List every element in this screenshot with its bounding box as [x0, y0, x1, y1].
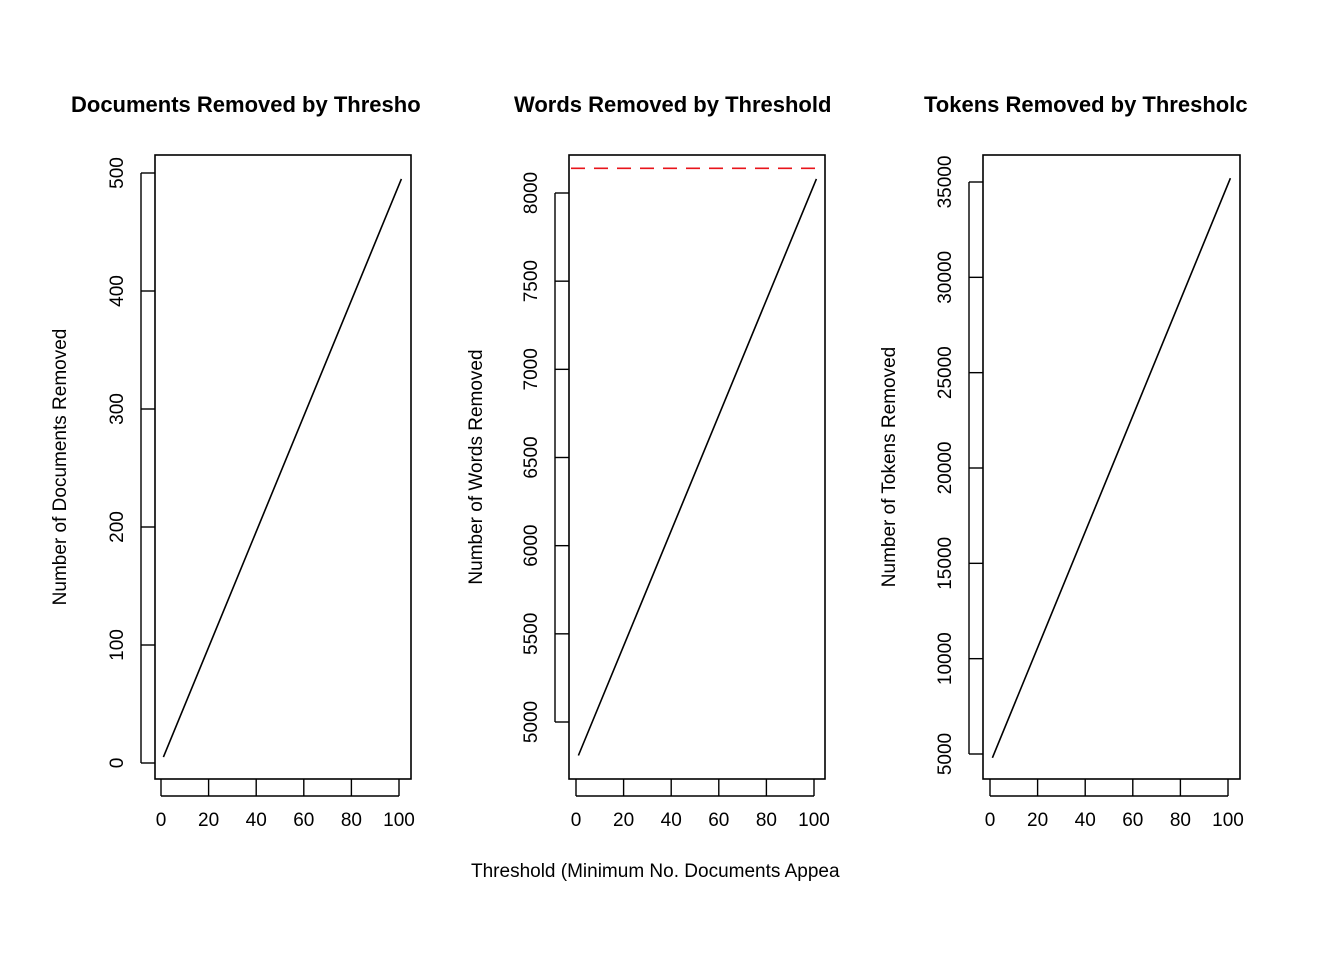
panel-1: Documents Removed by Thresho 0 20 40 60 80 100… [50, 92, 421, 831]
x-tick-label: 20 [198, 810, 219, 831]
y-tick-label: 30000 [935, 251, 956, 304]
x-tick-label: 100 [383, 810, 415, 831]
x-axis-label: Threshold (Minimum No. Documents Appea [471, 861, 840, 882]
y-tick-label: 6500 [521, 436, 542, 478]
y-axis: 5000 5500 6000 6500 7000 7500 8000 [521, 172, 569, 743]
y-tick-label: 500 [107, 157, 128, 189]
chart-title: Words Removed by Threshold [514, 92, 831, 117]
y-tick-label: 35000 [935, 156, 956, 209]
x-tick-label: 60 [1122, 810, 1143, 831]
series-line [162, 178, 403, 758]
x-tick-label: 20 [613, 810, 634, 831]
x-tick-label: 20 [1027, 810, 1048, 831]
chart-title: Documents Removed by Thresho [71, 92, 421, 117]
plot-frame [154, 154, 412, 780]
y-tick-label: 6000 [521, 525, 542, 567]
y-tick-label: 20000 [935, 442, 956, 495]
panel-2: Words Removed by Threshold 0 20 40 60 80 100 50… [466, 92, 840, 882]
x-tick-label: 80 [756, 810, 777, 831]
y-tick-label: 25000 [935, 346, 956, 399]
y-tick-label: 5000 [521, 701, 542, 743]
x-tick-label: 80 [1170, 810, 1191, 831]
x-tick-label: 0 [985, 810, 996, 831]
x-tick-label: 40 [661, 810, 682, 831]
y-tick-label: 300 [107, 393, 128, 425]
y-axis: 0 100 200 300 400 500 [107, 157, 155, 768]
plot-frame [982, 154, 1241, 780]
y-axis: 5000 10000 15000 20000 25000 30000 35000 [935, 156, 983, 775]
y-tick-label: 5000 [935, 733, 956, 775]
y-axis-label: Number of Words Removed [466, 349, 487, 584]
x-tick-label: 40 [246, 810, 267, 831]
y-tick-label: 8000 [521, 172, 542, 214]
y-tick-label: 7500 [521, 260, 542, 302]
x-tick-label: 100 [798, 810, 830, 831]
x-axis: 0 20 40 60 80 100 [985, 779, 1244, 831]
y-tick-label: 7000 [521, 348, 542, 390]
x-tick-label: 80 [341, 810, 362, 831]
y-tick-label: 10000 [935, 632, 956, 685]
y-tick-label: 15000 [935, 537, 956, 590]
y-tick-label: 200 [107, 511, 128, 543]
plot-frame [568, 154, 826, 780]
chart-title: Tokens Removed by Thresholc [924, 92, 1248, 117]
y-axis-label: Number of Documents Removed [50, 329, 71, 606]
series-line [991, 177, 1232, 759]
y-tick-label: 100 [107, 629, 128, 661]
x-tick-label: 0 [571, 810, 582, 831]
y-tick-label: 5500 [521, 613, 542, 655]
y-tick-label: 400 [107, 275, 128, 307]
y-tick-label: 0 [107, 758, 128, 769]
x-tick-label: 0 [156, 810, 167, 831]
x-tick-label: 60 [708, 810, 729, 831]
x-tick-label: 60 [293, 810, 314, 831]
series-line [577, 178, 818, 756]
panel-3: Tokens Removed by Thresholc 0 20 40 60 80 100 5… [879, 92, 1248, 831]
x-axis: 0 20 40 60 80 100 [571, 779, 830, 831]
x-axis: 0 20 40 60 80 100 [156, 779, 415, 831]
x-tick-label: 100 [1212, 810, 1244, 831]
y-axis-label: Number of Tokens Removed [879, 347, 900, 587]
x-tick-label: 40 [1075, 810, 1096, 831]
